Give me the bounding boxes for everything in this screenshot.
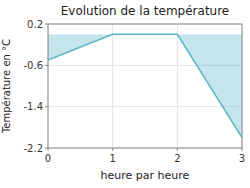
tick-y xyxy=(45,106,48,107)
grid-line-x xyxy=(177,24,178,148)
grid xyxy=(48,24,242,148)
area-fill xyxy=(48,34,242,137)
tick-label-x: 1 xyxy=(109,153,115,164)
tick-label-x: 2 xyxy=(174,153,180,164)
tick-label-x: 0 xyxy=(45,153,51,164)
y-axis-label: Température en °C xyxy=(1,39,12,134)
plot-area xyxy=(48,34,242,137)
tick-label-y: -1.4 xyxy=(23,101,43,112)
x-axis-label: heure par heure xyxy=(101,169,190,182)
tick-x xyxy=(48,148,49,151)
grid-line-x xyxy=(112,24,113,148)
tick-y xyxy=(45,65,48,66)
line xyxy=(48,34,242,137)
tick-x xyxy=(242,148,243,151)
tick-label-x: 3 xyxy=(239,153,245,164)
tick-label-y: 0.2 xyxy=(27,19,43,30)
fill-group xyxy=(48,34,242,137)
title: Evolution de la température xyxy=(61,4,230,18)
plot-frame xyxy=(48,24,242,148)
chart: -2.2 -1.4 -0.6 0.2 0 1 2 3 Evolution de la tempé… xyxy=(0,0,250,188)
grid-line-y xyxy=(48,106,242,107)
tick-y xyxy=(45,24,48,25)
tick-x xyxy=(177,148,178,151)
axes: -2.2 -1.4 -0.6 0.2 0 1 2 3 xyxy=(23,19,245,165)
tick-label-y: -0.6 xyxy=(23,60,43,71)
tick-label-y: -2.2 xyxy=(23,143,43,154)
chart-container: -2.2 -1.4 -0.6 0.2 0 1 2 3 Evolution de la tempé… xyxy=(0,0,250,188)
tick-x xyxy=(112,148,113,151)
